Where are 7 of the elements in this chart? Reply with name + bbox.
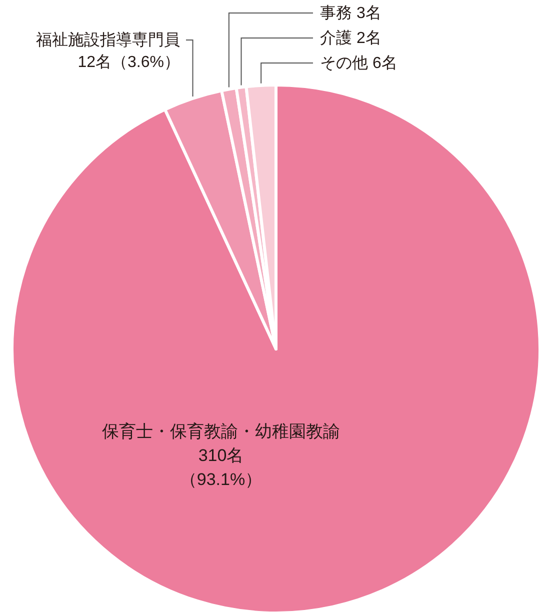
slice-label: 介護 2名 <box>320 29 382 47</box>
data-label: 12名（3.6%） <box>78 54 180 71</box>
slice-label: 保育士・保育教諭・幼稚園教諭 <box>102 422 340 441</box>
slice-label: その他 6名 <box>320 55 398 72</box>
slice-label: 事務 3名 <box>320 4 382 22</box>
slice-label: 福祉施設指導専門員 <box>36 31 180 49</box>
data-label: 310名（93.1%） <box>180 446 262 489</box>
